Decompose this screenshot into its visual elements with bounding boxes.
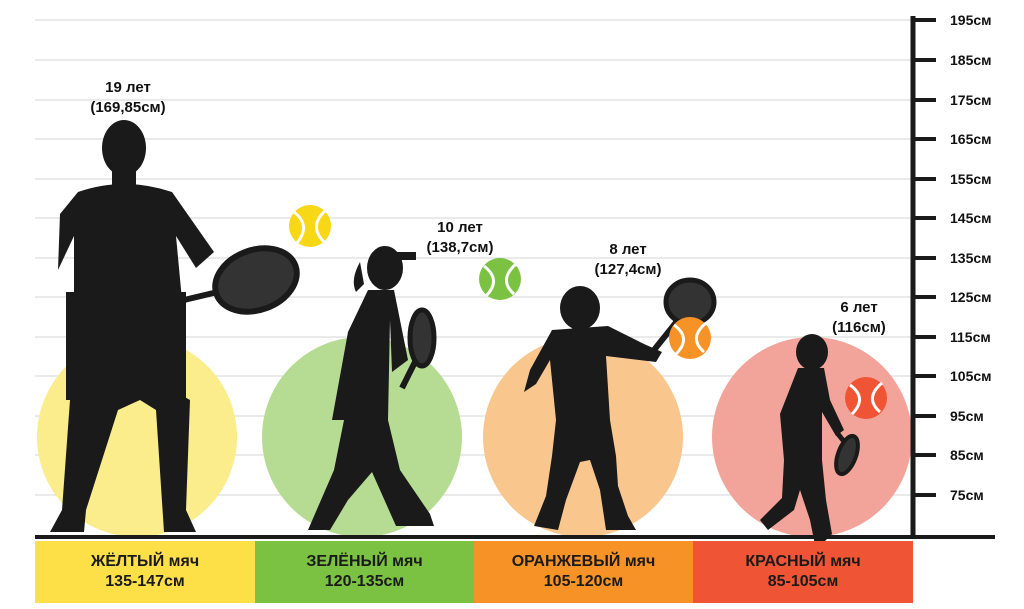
age-text: 6 лет [840,299,878,316]
orange-ball-band: ОРАНЖЕВЫЙ мяч 105-120см [474,541,693,603]
scale-tick-label: 155см [950,171,992,187]
boy-age-label: 8 лет (127,4см) [558,240,698,280]
ball-name: ЖЁЛТЫЙ мяч [90,553,200,570]
girl-racket-icon [399,307,437,390]
age-text: 10 лет [437,219,483,236]
adult-player-silhouette-icon [50,120,214,532]
ball-name: ЗЕЛЁНЫЙ мяч [306,553,423,570]
scale-tick-label: 185см [950,52,992,68]
adult-age-label: 19 лет (169,85см) [58,78,198,118]
scale-tick-label: 115см [950,329,991,345]
ball-range: 105-120см [543,573,624,590]
adult-racket-icon [183,245,300,315]
scale-tick-label: 125см [950,289,992,305]
child-player-silhouette-icon [760,334,844,550]
ball-name: ОРАНЖЕВЫЙ мяч [511,553,656,570]
girl-age-label: 10 лет (138,7см) [390,218,530,258]
green-tennis-ball-icon [479,258,521,300]
height-text: (138,7см) [426,239,494,256]
scale-tick-label: 145см [950,210,992,226]
height-text: (116см) [832,319,886,336]
orange-tennis-ball-icon [669,317,711,359]
scale-tick-label: 105см [950,368,992,384]
scale-tick-label: 175см [950,92,992,108]
height-scale-axis [910,16,936,537]
scale-tick-label: 165см [950,131,992,147]
scale-tick-label: 95см [950,408,984,424]
ball-range: 120-135см [324,573,405,590]
height-text: (127,4см) [594,261,662,278]
scale-tick-label: 195см [950,12,992,28]
ball-range: 85-105см [767,573,839,590]
red-ball-band: КРАСНЫЙ мяч 85-105см [693,541,913,603]
yellow-ball-band: ЖЁЛТЫЙ мяч 135-147см [35,541,255,603]
green-ball-band: ЗЕЛЁНЫЙ мяч 120-135см [255,541,474,603]
ball-range: 135-147см [105,573,185,590]
yellow-tennis-ball-icon [289,205,331,247]
scale-tick-label: 135см [950,250,992,266]
age-text: 19 лет [105,79,151,96]
age-text: 8 лет [609,241,647,258]
scale-tick-label: 75см [950,487,984,503]
ball-name: КРАСНЫЙ мяч [745,553,861,570]
child-age-label: 6 лет (116см) [789,298,929,338]
scale-tick-label: 85см [950,447,984,463]
red-tennis-ball-icon [845,377,887,419]
boy-player-silhouette-icon [524,286,662,530]
girl-player-silhouette-icon [308,246,434,530]
height-text: (169,85см) [90,99,166,116]
child-racket-icon [834,432,860,477]
